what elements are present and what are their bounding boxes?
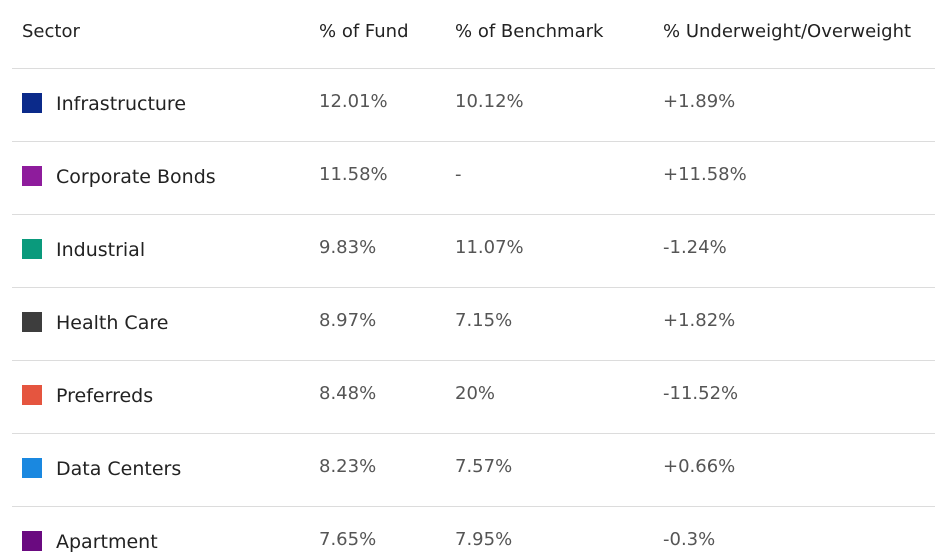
percent-cell: +11.58% bbox=[663, 164, 747, 185]
percent-cell: -1.24% bbox=[663, 237, 727, 258]
percent-cell: +1.82% bbox=[663, 310, 736, 331]
percent-cell: 11.07% bbox=[455, 237, 524, 258]
color-swatch bbox=[22, 458, 42, 478]
percent-cell: -11.52% bbox=[663, 383, 739, 404]
percent-cell: 10.12% bbox=[455, 91, 524, 112]
color-swatch bbox=[22, 312, 42, 332]
percent-cell: 20% bbox=[455, 383, 496, 404]
row-divider bbox=[12, 214, 935, 215]
row-divider bbox=[12, 360, 935, 361]
color-swatch bbox=[22, 531, 42, 551]
color-swatch bbox=[22, 385, 42, 405]
sector-name: Corporate Bonds bbox=[56, 166, 216, 188]
row-divider bbox=[12, 506, 935, 507]
percent-cell: 7.15% bbox=[455, 310, 513, 331]
percent-cell: +0.66% bbox=[663, 456, 736, 477]
percent-cell: 8.23% bbox=[319, 456, 377, 477]
sector-name: Data Centers bbox=[56, 458, 182, 480]
percent-cell: 9.83% bbox=[319, 237, 377, 258]
column-header: % Underweight/Overweight bbox=[663, 21, 912, 42]
percent-cell: +1.89% bbox=[663, 91, 736, 112]
row-divider bbox=[12, 68, 935, 69]
sector-name: Apartment bbox=[56, 531, 158, 553]
percent-cell: -0.3% bbox=[663, 529, 716, 550]
color-swatch bbox=[22, 239, 42, 259]
percent-cell: 7.95% bbox=[455, 529, 513, 550]
sector-name: Industrial bbox=[56, 239, 146, 261]
color-swatch bbox=[22, 93, 42, 113]
percent-cell: 7.57% bbox=[455, 456, 513, 477]
percent-cell: 7.65% bbox=[319, 529, 377, 550]
row-divider bbox=[12, 433, 935, 434]
row-divider bbox=[12, 287, 935, 288]
percent-cell: 12.01% bbox=[319, 91, 388, 112]
sector-name: Infrastructure bbox=[56, 93, 187, 115]
column-header: % of Benchmark bbox=[455, 21, 604, 42]
column-header: Sector bbox=[22, 21, 80, 42]
sector-name: Health Care bbox=[56, 312, 169, 334]
percent-cell: - bbox=[455, 164, 462, 185]
column-header: % of Fund bbox=[319, 21, 409, 42]
percent-cell: 8.48% bbox=[319, 383, 377, 404]
sector-name: Preferreds bbox=[56, 385, 154, 407]
row-divider bbox=[12, 141, 935, 142]
color-swatch bbox=[22, 166, 42, 186]
percent-cell: 8.97% bbox=[319, 310, 377, 331]
percent-cell: 11.58% bbox=[319, 164, 388, 185]
